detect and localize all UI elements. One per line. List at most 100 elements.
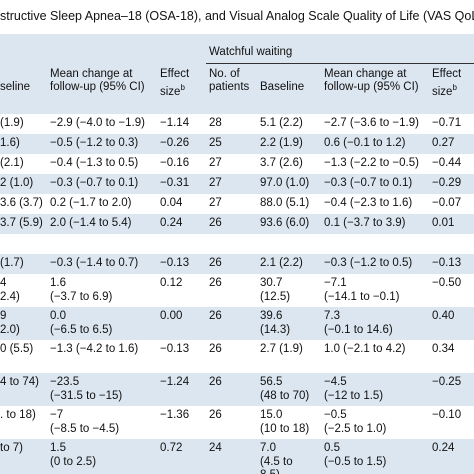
cell-ww-baseline: 30.7 (12.5) — [260, 277, 291, 303]
cell-no-patients: 27 — [209, 177, 222, 189]
cell-no-patients: 26 — [209, 409, 222, 421]
cell-mean-change: 2.0 (−1.4 to 5.4) — [50, 217, 132, 229]
cell-ww-effect-size: 0.34 — [432, 343, 455, 355]
table-row: 3.7 (5.9) 2.0 (−1.4 to 5.4) 0.24 26 93.6 (6.… — [0, 214, 474, 234]
cell-mean-change: −23.5 (−31.5 to −15) — [50, 376, 123, 402]
cell-ww-baseline: 5.1 (2.2) — [260, 117, 303, 129]
cell-effect-size: −1.36 — [160, 409, 190, 421]
cell-ww-mean-change: 0.5 (−0.5 to 1.5) — [324, 442, 387, 468]
cell-no-patients: 28 — [209, 117, 222, 129]
table-row: . to 18) −7 (−8.5 to −4.5) −1.36 26 15.0 (10 t… — [0, 406, 474, 439]
cell-effect-size: −0.13 — [160, 257, 190, 269]
cell-effect-size: 0.24 — [160, 217, 183, 229]
cell-effect-size: −1.14 — [160, 117, 190, 129]
cell-ww-effect-size: −0.07 — [432, 197, 462, 209]
cell-mean-change: 0.0 (−6.5 to 6.5) — [50, 310, 113, 336]
cell-baseline: 2 (1.0) — [0, 177, 34, 189]
cell-ww-effect-size: −0.44 — [432, 157, 462, 169]
cell-baseline: . to 18) — [0, 409, 36, 421]
cell-mean-change: −2.9 (−4.0 to −1.9) — [50, 117, 145, 129]
cell-ww-mean-change: −4.5 (−12 to 1.5) — [324, 376, 384, 402]
cell-effect-size: 0.04 — [160, 197, 183, 209]
cell-ww-mean-change: 7.3 (−0.1 to 14.6) — [324, 310, 393, 336]
cell-mean-change: −7 (−8.5 to −4.5) — [50, 409, 120, 435]
cell-no-patients: 26 — [209, 277, 222, 289]
col-header-baseline-left: seline — [0, 81, 31, 93]
table-row: 9 2.0) 0.0 (−6.5 to 6.5) 0.00 26 39.6 (14.3) 7.3… — [0, 307, 474, 340]
cell-ww-baseline: 93.6 (6.0) — [260, 217, 310, 229]
cell-ww-baseline: 56.5 (48 to 70) — [260, 376, 310, 402]
cell-ww-baseline: 2.1 (2.2) — [260, 257, 303, 269]
cell-ww-mean-change: 1.0 (−2.1 to 4.2) — [324, 343, 406, 355]
cell-ww-effect-size: 0.40 — [432, 310, 455, 322]
cell-mean-change: −0.5 (−1.2 to 0.3) — [50, 137, 139, 149]
table-row: 4 2.4) 1.6 (−3.7 to 6.9) 0.12 26 30.7 (12.5) −7.… — [0, 274, 474, 307]
cell-ww-mean-change: −7.1 (−14.1 to −0.1) — [324, 277, 400, 303]
table-title: structive Sleep Apnea–18 (OSA-18), and V… — [0, 0, 474, 32]
cell-no-patients: 24 — [209, 442, 222, 454]
cell-ww-effect-size: 0.24 — [432, 442, 455, 454]
cell-baseline: 0 (5.5) — [0, 343, 34, 355]
cell-ww-effect-size: −0.71 — [432, 117, 462, 129]
table-row: to 7) 1.5(0 to 2.5) 0.72 24 7.0(4.5 to8.5) 0.… — [0, 439, 474, 474]
cell-baseline: 1.6) — [0, 137, 20, 149]
cell-mean-change: −0.3 (−1.4 to 0.7) — [50, 257, 139, 269]
cell-ww-mean-change: −0.4 (−2.3 to 1.6) — [324, 197, 413, 209]
cell-ww-mean-change: −0.3 (−0.7 to 0.1) — [324, 177, 413, 189]
cell-ww-effect-size: 0.27 — [432, 137, 455, 149]
table-row: (2.1) −0.4 (−1.3 to 0.5) −0.16 27 3.7 (2.6) −… — [0, 154, 474, 174]
cell-baseline: 4 to 74) — [0, 376, 39, 388]
cell-ww-effect-size: −0.10 — [432, 409, 462, 421]
cell-effect-size: −0.16 — [160, 157, 190, 169]
cell-ww-baseline: 7.0(4.5 to8.5) — [260, 442, 293, 474]
cell-ww-effect-size: −0.13 — [432, 257, 462, 269]
col-header-effect: Effect sizeb — [432, 68, 462, 98]
cell-no-patients: 27 — [209, 197, 222, 209]
cell-effect-size: 0.00 — [160, 310, 183, 322]
cell-no-patients: 26 — [209, 376, 222, 388]
cell-baseline: (1.9) — [0, 117, 24, 129]
cell-ww-mean-change: −1.3 (−2.2 to −0.5) — [324, 157, 419, 169]
table-row: 3.6 (3.7) 0.2 (−1.7 to 2.0) 0.04 27 88.0 (5.… — [0, 194, 474, 214]
col-header-baseline: Baseline — [260, 81, 305, 93]
col-header-mean-change-left: Mean change at follow-up (95% CI) — [50, 68, 145, 93]
cell-ww-baseline: 3.7 (2.6) — [260, 157, 303, 169]
cell-baseline: 3.6 (3.7) — [0, 197, 43, 209]
cell-ww-effect-size: −0.50 — [432, 277, 462, 289]
cell-ww-mean-change: −0.3 (−1.2 to 0.5) — [324, 257, 413, 269]
cell-ww-baseline: 2.2 (1.9) — [260, 137, 303, 149]
cell-ww-mean-change: −0.5 (−2.5 to 1.0) — [324, 409, 387, 435]
cell-mean-change: 1.5 (0 to 2.5) — [50, 442, 97, 468]
table-row: (1.9) −2.9 (−4.0 to −1.9) −1.14 28 5.1 (2.2)… — [0, 114, 474, 134]
cell-ww-effect-size: 0.01 — [432, 217, 455, 229]
table-row: 2 (1.0) −0.3 (−0.7 to 0.1) −0.31 27 97.0 (1.… — [0, 174, 474, 194]
cell-ww-baseline: 97.0 (1.0) — [260, 177, 310, 189]
cell-mean-change: −0.3 (−0.7 to 0.1) — [50, 177, 139, 189]
cell-mean-change: −0.4 (−1.3 to 0.5) — [50, 157, 139, 169]
cell-effect-size: 0.72 — [160, 442, 183, 454]
cell-ww-mean-change: 0.6 (−0.1 to 1.2) — [324, 137, 406, 149]
table-row: 4 to 74) −23.5 (−31.5 to −15) −1.24 26 56.5 (4… — [0, 373, 474, 406]
table-row: (1.7) −0.3 (−1.4 to 0.7) −0.13 26 2.1 (2.2) −… — [0, 254, 474, 274]
cell-ww-mean-change: 0.1 (−3.7 to 3.9) — [324, 217, 406, 229]
group-underline — [206, 63, 474, 64]
cell-baseline: (2.1) — [0, 157, 24, 169]
cell-ww-effect-size: −0.29 — [432, 177, 462, 189]
cell-baseline: 9 2.0) — [0, 310, 20, 336]
cell-effect-size: −0.26 — [160, 137, 190, 149]
cell-effect-size: −1.24 — [160, 376, 190, 388]
cell-effect-size: −0.31 — [160, 177, 190, 189]
cell-mean-change: 0.2 (−1.7 to 2.0) — [50, 197, 132, 209]
cell-ww-baseline: 2.7 (1.9) — [260, 343, 303, 355]
cell-mean-change: −1.3 (−4.2 to 1.6) — [50, 343, 139, 355]
cell-effect-size: −0.13 — [160, 343, 190, 355]
cell-ww-mean-change: −2.7 (−3.6 to −1.9) — [324, 117, 419, 129]
cell-no-patients: 26 — [209, 257, 222, 269]
col-header-effect-left: Effect sizeb — [160, 68, 190, 98]
cell-ww-baseline: 88.0 (5.1) — [260, 197, 310, 209]
cell-ww-baseline: 15.0 (10 to 18) — [260, 409, 310, 435]
col-header-no-patients: No. of patients — [209, 68, 250, 93]
table-row: 0 (5.5) −1.3 (−4.2 to 1.6) −0.13 26 2.7 (1.9… — [0, 340, 474, 373]
cell-no-patients: 26 — [209, 310, 222, 322]
